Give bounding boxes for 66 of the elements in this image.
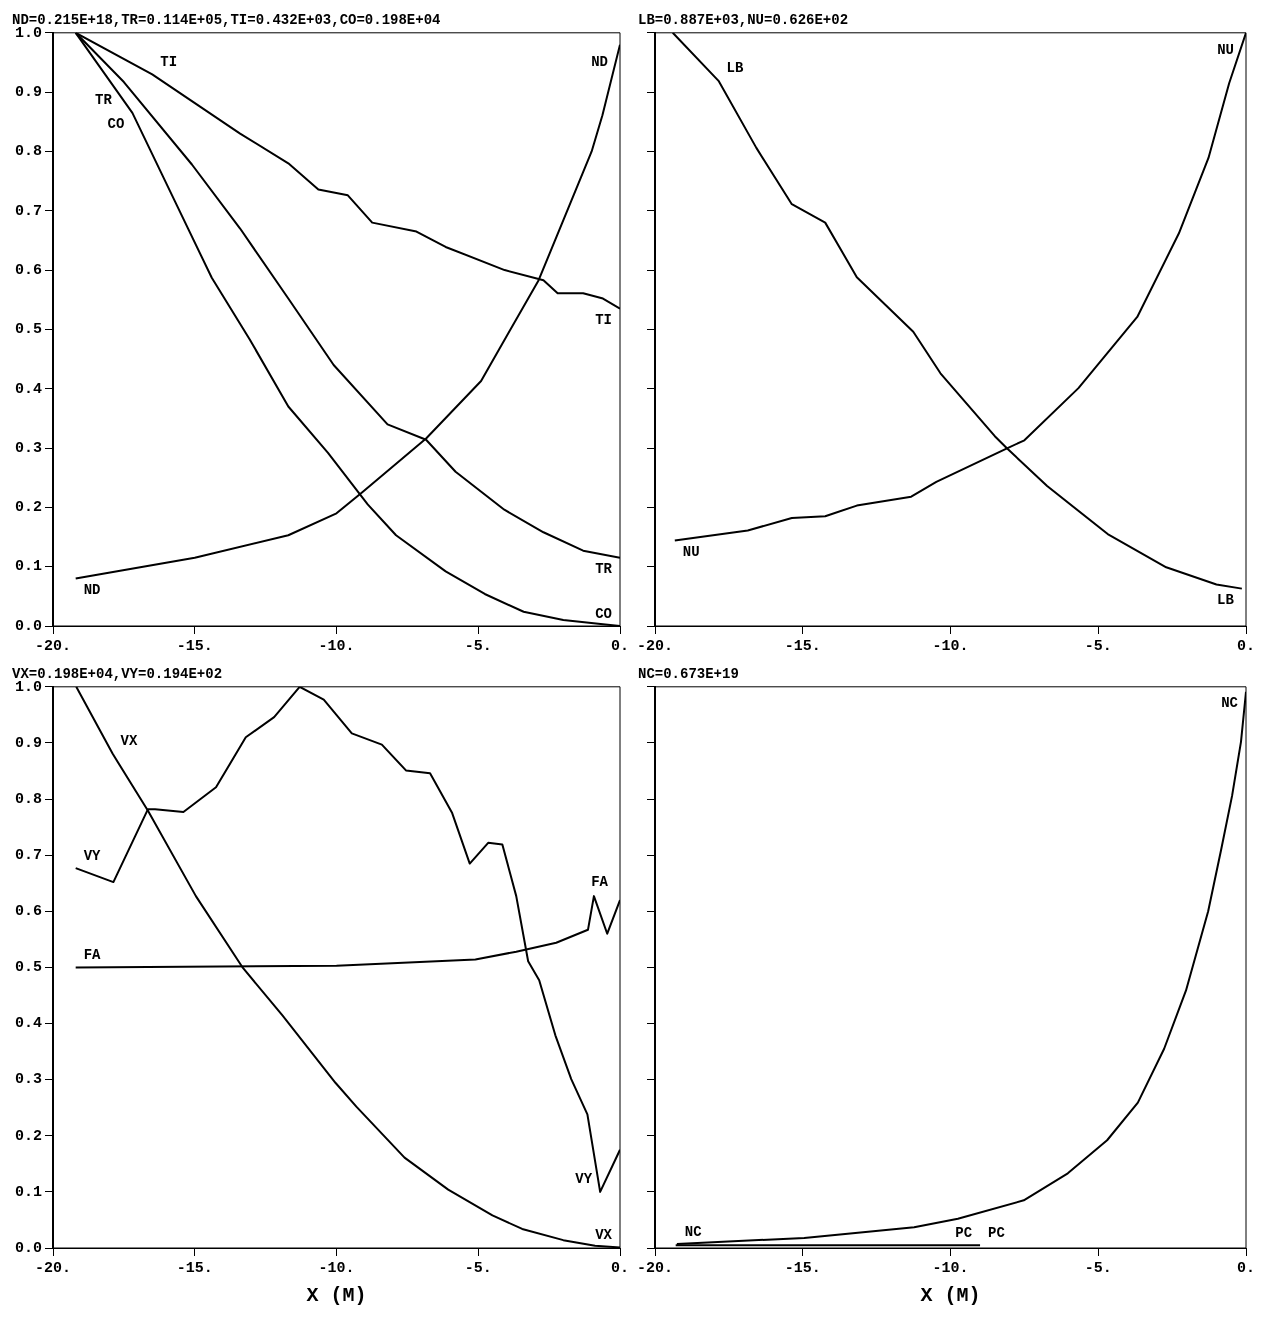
chart-title: LB=0.887E+03,NU=0.626E+02 (638, 11, 849, 28)
x-tick-label: -15. (176, 637, 213, 655)
series-label: NC (684, 1223, 703, 1240)
x-tick-label: -15. (784, 637, 821, 655)
text: TR (95, 91, 112, 108)
y-tick-label: 0.6 (14, 903, 42, 921)
series-label: NU (1217, 42, 1235, 59)
y-tick-label: 0.4 (14, 1015, 42, 1033)
text: NC (1221, 695, 1239, 712)
series-label: CO (595, 605, 613, 622)
series-label: VX (595, 1226, 613, 1243)
x-tick-label: -20. (637, 1259, 674, 1277)
text: CO (107, 116, 125, 133)
text: ND (591, 54, 609, 71)
y-tick-label: 0.5 (14, 959, 42, 977)
x-tick-label: -15. (784, 1259, 821, 1277)
x-tick-label: -5. (464, 1259, 492, 1277)
y-tick-label: 0.3 (14, 1071, 42, 1089)
x-tick-label: 0. (610, 637, 630, 655)
y-tick-label: 0.2 (14, 1127, 42, 1145)
y-tick-label: 0.7 (14, 846, 42, 864)
y-tick-label: 0.1 (14, 558, 42, 576)
text: FA (591, 873, 609, 890)
x-tick-label: -20. (35, 637, 72, 655)
y-tick-label: 0.1 (14, 1183, 42, 1201)
series-label: TR (595, 561, 613, 578)
y-tick-label: 0.5 (14, 321, 42, 339)
x-tick-label: -15. (176, 1259, 213, 1277)
x-tick-label: 0. (610, 1259, 630, 1277)
y-tick-label: 0.9 (14, 734, 42, 752)
x-tick-label: 0. (1236, 1259, 1256, 1277)
text: VY (83, 847, 101, 864)
series-label: LB (1217, 592, 1235, 609)
y-tick-label: 0.9 (14, 83, 42, 101)
text: PC (988, 1224, 1005, 1241)
x-tick-label: -10. (318, 1259, 355, 1277)
series-label: VY (575, 1171, 593, 1188)
text: LB (726, 60, 744, 77)
x-tick-label: -10. (318, 637, 355, 655)
x-axis-title: X (M) (920, 1284, 981, 1308)
series-label: ND (83, 582, 101, 599)
series-label: PC (955, 1224, 973, 1241)
x-tick-label: -10. (932, 637, 969, 655)
x-axis-title: X (M) (306, 1284, 367, 1308)
series-label: TI (595, 312, 613, 329)
series-label: FA (83, 946, 102, 963)
y-tick-label: 0.3 (14, 439, 42, 457)
text: NU (682, 544, 700, 561)
x-tick-label: 0. (1236, 637, 1256, 655)
x-tick-label: -20. (637, 637, 674, 655)
y-tick-label: 0.2 (14, 499, 42, 517)
x-tick-label: -5. (1084, 1259, 1112, 1277)
y-tick-label: 0.7 (14, 202, 42, 220)
text: VX (120, 733, 138, 750)
y-tick-label: 0.4 (14, 380, 42, 398)
text: TI (160, 53, 178, 70)
x-tick-label: -5. (464, 637, 492, 655)
y-tick-label: 0.0 (14, 1239, 42, 1257)
y-tick-label: 0.6 (14, 261, 42, 279)
y-tick-label: 0.0 (14, 617, 42, 635)
chart-title: NC=0.673E+19 (638, 665, 739, 682)
x-tick-label: -5. (1084, 637, 1112, 655)
x-tick-label: -20. (35, 1259, 72, 1277)
y-tick-label: 0.8 (14, 143, 42, 161)
y-tick-label: 0.8 (14, 790, 42, 808)
x-tick-label: -10. (932, 1259, 969, 1277)
